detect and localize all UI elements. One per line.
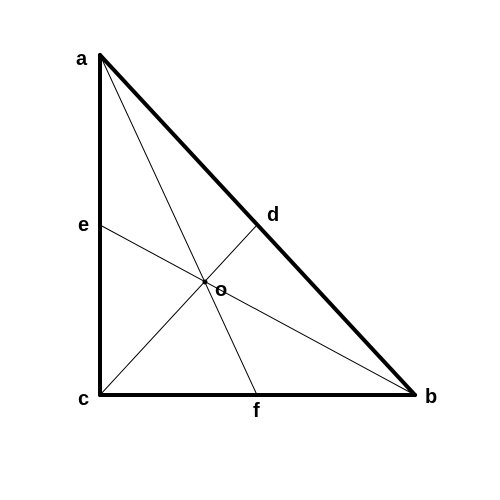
vertex-label-b: b <box>425 386 437 408</box>
vertex-label-a: a <box>76 48 88 70</box>
vertex-label-f: f <box>253 400 260 422</box>
edge-a-f <box>100 55 257 395</box>
centroid-point <box>203 280 208 285</box>
vertex-label-d: d <box>267 204 279 226</box>
triangle-medians-diagram: a b c d e f o <box>0 0 500 500</box>
edge-c-d <box>100 225 257 395</box>
vertex-label-c: c <box>78 388 89 410</box>
edge-b-e <box>100 225 415 395</box>
vertex-label-o: o <box>215 279 227 301</box>
vertex-label-e: e <box>78 214 89 236</box>
